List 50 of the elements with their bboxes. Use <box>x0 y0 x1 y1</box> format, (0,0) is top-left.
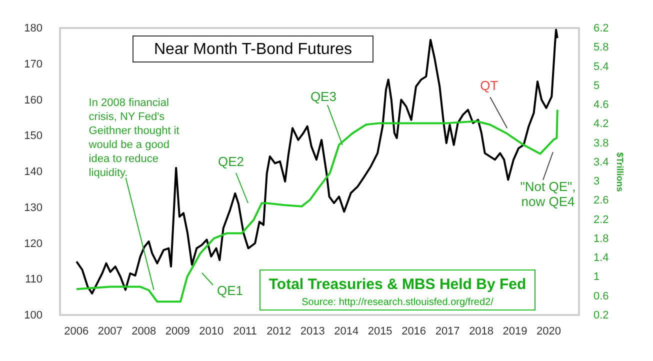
annotation: QE1 <box>216 283 244 298</box>
x-tick-label: 2015 <box>368 326 392 338</box>
y-tick-label: 150 <box>24 130 42 142</box>
y2-tick-label: 3.4 <box>594 156 609 168</box>
x-tick-label: 2016 <box>402 326 426 338</box>
y2-tick-label: 4.2 <box>594 118 609 130</box>
y2-tick-label: 5 <box>594 80 600 92</box>
x-tick-label: 2012 <box>266 326 292 338</box>
x-tick-label: 2013 <box>300 326 325 338</box>
y2-tick-label: 2.2 <box>594 214 609 226</box>
y2-tick-label: 2.6 <box>594 194 609 207</box>
y-tick-label: 100 <box>24 310 42 322</box>
y2-axis-title: $Trillions <box>614 152 625 192</box>
text: Total Treasuries & MBS Held By Fed <box>268 276 526 293</box>
y-tick-label: 180 <box>24 22 42 34</box>
y2-tick-label: 4.6 <box>594 99 609 112</box>
x-tick-label: 2006 <box>64 326 89 338</box>
y-tick-label: 130 <box>24 202 42 214</box>
x-tick-label: 2007 <box>98 326 122 338</box>
x-tick-label: 2009 <box>165 326 190 338</box>
x-tick-label: 2010 <box>199 326 224 338</box>
y-tick-label: 170 <box>24 58 42 70</box>
annotation: QE3 <box>310 88 336 104</box>
y2-tick-label: 0.2 <box>594 310 609 322</box>
x-tick-label: 2014 <box>334 326 359 338</box>
annotation: In 2008 financial crisis, NY Fed's Geithner thought it would be a good idea to reduce liquidity. <box>88 96 180 179</box>
text: Near Month T-Bond Futures <box>154 41 352 58</box>
x-tick-label: 2011 <box>233 326 257 338</box>
y2-tick-label: 3 <box>594 176 600 188</box>
y2-tick-label: 1.8 <box>594 232 609 245</box>
y2-tick-label: 1 <box>594 271 600 284</box>
y2-tick-label: 6.2 <box>594 22 609 34</box>
y-tick-label: 110 <box>24 274 42 286</box>
y2-tick-label: 1.4 <box>594 252 609 264</box>
annotation: QT <box>480 78 498 94</box>
x-tick-label: 2018 <box>469 326 494 338</box>
y2-tick-label: 5.4 <box>594 60 609 73</box>
y2-tick-label: 3.8 <box>594 137 609 150</box>
y-tick-label: 160 <box>24 94 42 106</box>
y-tick-label: 140 <box>24 166 42 178</box>
x-tick-label: 2019 <box>502 326 528 338</box>
x-tick-label: 2020 <box>536 326 562 338</box>
x-tick-label: 2008 <box>132 326 156 338</box>
annotation: Source: http://research.stlouisfed.org/fred2/ <box>302 297 494 308</box>
annotation: "Not QE", now QE4 <box>520 179 576 209</box>
annotation: QE2 <box>218 154 244 169</box>
y2-tick-label: 0.6 <box>594 290 609 302</box>
y2-tick-label: 5.8 <box>594 42 609 54</box>
y-tick-label: 120 <box>24 238 42 250</box>
x-tick-label: 2017 <box>435 326 460 338</box>
